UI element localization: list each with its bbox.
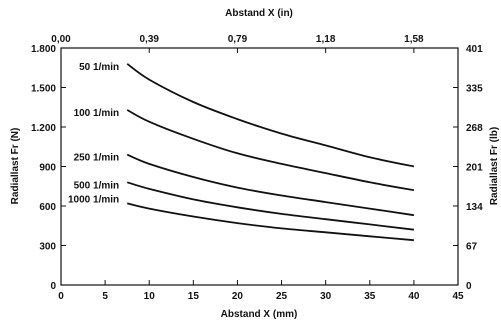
y-left-axis-title: Radiallast Fr (N) [10,128,21,205]
x-top-tick-label: 1,18 [316,34,336,45]
x-bottom-tick-label: 25 [276,291,288,302]
y-right-tick-label: 67 [466,242,478,253]
x-top-tick-label: 1,58 [404,34,424,45]
x-bottom-tick-label: 20 [232,291,244,302]
y-right-tick-label: 268 [466,123,483,134]
x-bottom-tick-label: 10 [144,291,156,302]
series-line [126,109,415,192]
series-label: 1000 1/min [68,194,119,205]
x-bottom-tick-label: 30 [320,291,332,302]
y-right-tick-label: 201 [466,163,483,174]
series-line [126,181,415,231]
y-left-tick-label: 1.200 [31,123,56,134]
x-bottom-tick-label: 0 [58,291,64,302]
x-bottom-tick-label: 15 [188,291,200,302]
y-left-tick-label: 0 [50,281,56,292]
x-top-axis-title: Abstand X (in) [225,8,293,19]
series-label: 500 1/min [74,180,120,191]
x-bottom-tick-label: 40 [408,291,420,302]
x-bottom-axis-title: Abstand X (mm) [221,309,298,320]
x-top-tick-label: 0,39 [139,34,159,45]
x-top-tick-label: 0,00 [51,34,71,45]
series-label: 50 1/min [79,62,119,73]
series-line [127,202,414,242]
x-bottom-tick-label: 35 [364,291,376,302]
series-line [126,153,415,217]
y-right-axis-title: Radiallast Fr (lb) [489,127,500,205]
y-left-tick-label: 900 [39,163,56,174]
y-left-tick-label: 1.800 [31,44,56,55]
x-top-tick-label: 0,79 [228,34,248,45]
plot-frame [60,47,459,286]
series-line [126,63,415,168]
y-right-tick-label: 0 [466,281,472,292]
x-bottom-tick-label: 5 [102,291,108,302]
y-left-tick-label: 600 [39,202,56,213]
y-right-tick-label: 401 [466,44,483,55]
y-left-tick-label: 1.500 [31,84,56,95]
y-right-tick-label: 134 [466,202,483,213]
series-label: 100 1/min [74,108,120,119]
y-right-tick-label: 335 [466,84,483,95]
series-label: 250 1/min [74,153,120,164]
x-bottom-tick-label: 45 [452,291,464,302]
y-left-tick-label: 300 [39,242,56,253]
